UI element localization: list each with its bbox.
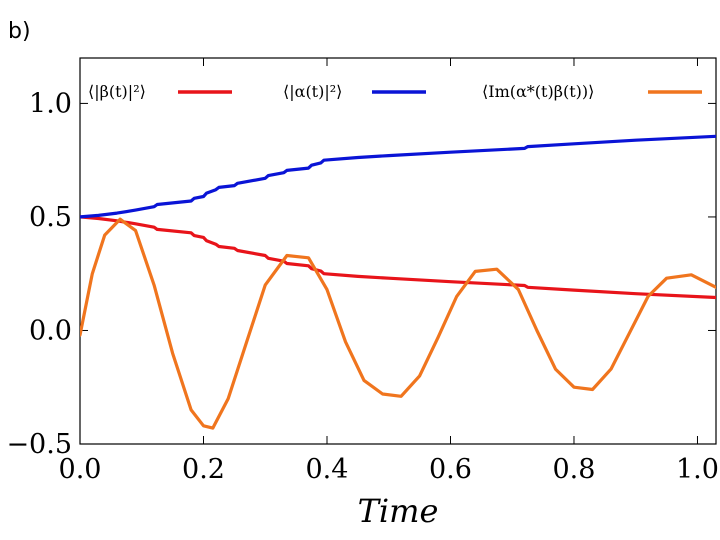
y-tick-label: 0.0 (29, 315, 72, 346)
y-tick-label: 1.0 (29, 88, 72, 119)
x-tick-label: 0.6 (429, 454, 472, 485)
alpha-squared-line (80, 134, 716, 219)
x-tick-label: 0.4 (306, 454, 349, 485)
series-lines (80, 134, 716, 430)
im-alpha-beta-line (80, 217, 716, 430)
plot-frame (79, 57, 717, 445)
y-tick-label: 0.5 (29, 202, 72, 233)
x-tick-label: 0.8 (553, 454, 596, 485)
x-axis-ticks: 0.0 0.2 0.4 0.6 0.8 1.0 (59, 58, 719, 485)
beta-squared-line (80, 215, 716, 300)
legend-label: ⟨|α(t)|²⟩ (283, 82, 342, 101)
x-axis-title: Time (358, 492, 439, 530)
legend: ⟨|β(t)|²⟩ ⟨|α(t)|²⟩ ⟨Im(α*(t)β(t))⟩ (88, 82, 702, 101)
x-tick-label: 0.2 (182, 454, 225, 485)
x-tick-label: 0.0 (59, 454, 102, 485)
legend-label: ⟨Im(α*(t)β(t))⟩ (482, 82, 594, 101)
panel-label: b) (8, 19, 31, 44)
x-tick-label: 1.0 (676, 454, 719, 485)
legend-label: ⟨|β(t)|²⟩ (88, 82, 146, 101)
y-tick-label: −0.5 (6, 429, 72, 460)
y-axis-ticks: −0.5 0.0 0.5 1.0 (6, 88, 716, 460)
